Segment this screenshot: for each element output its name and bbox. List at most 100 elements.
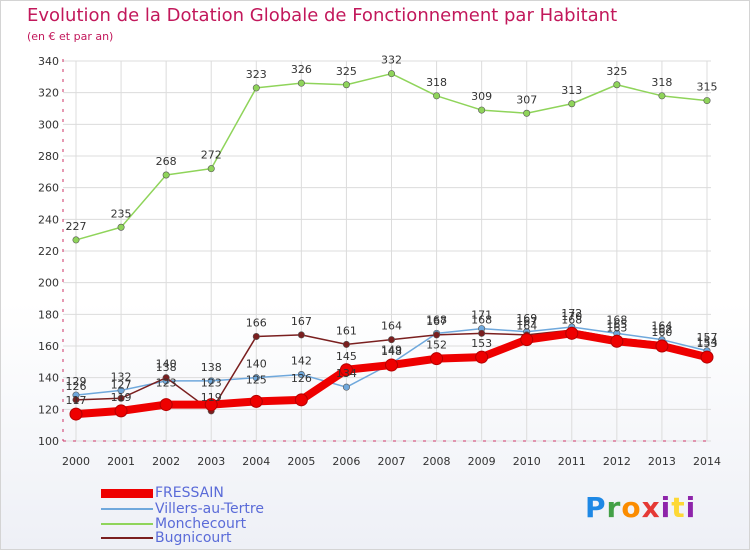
y-tick-label: 340 — [38, 55, 59, 68]
data-label: 172 — [561, 307, 582, 320]
legend-label-bugnicourt: Bugnicourt — [155, 530, 232, 546]
data-label: 168 — [426, 313, 447, 326]
data-label: 167 — [516, 315, 537, 328]
data-point — [342, 340, 350, 348]
data-label: 154 — [697, 336, 718, 349]
legend-label-villers-au-tertre: Villers-au-Tertre — [155, 501, 264, 517]
x-tick-label: 2013 — [648, 455, 676, 468]
data-point — [249, 394, 263, 408]
data-point — [159, 398, 173, 412]
data-label: 129 — [66, 375, 87, 388]
data-point — [523, 109, 531, 117]
data-point — [613, 81, 621, 89]
data-label: 160 — [651, 326, 672, 339]
data-point — [117, 223, 125, 231]
x-tick-label: 2008 — [423, 455, 451, 468]
legend-label-fressain: FRESSAIN — [155, 485, 224, 501]
data-label: 326 — [291, 63, 312, 76]
data-point — [610, 334, 624, 348]
x-tick-label: 2001 — [107, 455, 135, 468]
data-label: 162 — [651, 323, 672, 336]
data-label: 227 — [66, 220, 87, 233]
data-point — [72, 236, 80, 244]
proxiti-logo: Proxiti — [585, 491, 697, 524]
data-point — [294, 393, 308, 407]
legend-swatch-bugnicourt — [101, 537, 153, 539]
data-label: 309 — [471, 90, 492, 103]
legend-item-bugnicourt: Bugnicourt — [101, 530, 232, 546]
data-label: 170 — [561, 310, 582, 323]
data-point — [162, 171, 170, 179]
data-label: 171 — [471, 309, 492, 322]
data-label: 323 — [246, 68, 267, 81]
data-label: 168 — [561, 313, 582, 326]
y-tick-label: 160 — [38, 340, 59, 353]
chart-title: Evolution de la Dotation Globale de Fonc… — [27, 5, 618, 26]
data-label: 332 — [381, 54, 402, 67]
data-label: 161 — [336, 324, 357, 337]
data-point — [297, 370, 305, 378]
x-tick-label: 2014 — [693, 455, 721, 468]
data-point — [478, 106, 486, 114]
data-label: 142 — [291, 355, 312, 368]
data-point — [72, 396, 80, 404]
data-label: 164 — [381, 320, 402, 333]
data-point — [475, 350, 489, 364]
data-label: 119 — [111, 391, 132, 404]
data-label: 153 — [471, 337, 492, 350]
data-label: 125 — [246, 373, 267, 386]
data-label: 164 — [651, 320, 672, 333]
data-point — [568, 100, 576, 108]
data-label: 168 — [606, 313, 627, 326]
data-point — [655, 339, 669, 353]
y-tick-label: 120 — [38, 403, 59, 416]
data-label: 315 — [697, 81, 718, 94]
data-label: 148 — [381, 345, 402, 358]
data-point — [252, 332, 260, 340]
y-tick-label: 180 — [38, 308, 59, 321]
legend-item-fressain: FRESSAIN — [101, 485, 224, 501]
data-point — [565, 326, 579, 340]
data-point — [207, 377, 215, 385]
data-point — [297, 331, 305, 339]
data-label: 126 — [66, 380, 87, 393]
data-point — [342, 81, 350, 89]
data-label: 119 — [201, 391, 222, 404]
legend-swatch-monchecourt — [101, 523, 153, 525]
data-point — [385, 358, 398, 372]
x-tick-label: 2002 — [152, 455, 180, 468]
data-label: 168 — [471, 313, 492, 326]
data-label: 164 — [516, 320, 537, 333]
data-label: 272 — [201, 149, 222, 162]
data-label: 307 — [516, 93, 537, 106]
data-label: 318 — [426, 76, 447, 89]
data-label: 318 — [651, 76, 672, 89]
data-label: 313 — [561, 84, 582, 97]
y-tick-label: 260 — [38, 182, 59, 195]
legend-item-monchecourt: Monchecourt — [101, 516, 247, 532]
data-point — [252, 374, 260, 382]
data-label: 145 — [336, 350, 357, 363]
data-label: 127 — [111, 378, 132, 391]
data-label: 152 — [426, 339, 447, 352]
data-label: 325 — [336, 65, 357, 78]
data-label: 157 — [697, 331, 718, 344]
data-label: 167 — [426, 315, 447, 328]
y-tick-label: 100 — [38, 435, 59, 448]
legend-label-monchecourt: Monchecourt — [155, 516, 247, 532]
data-label: 325 — [606, 65, 627, 78]
legend-swatch-fressain — [101, 488, 153, 498]
data-point — [430, 352, 444, 366]
data-label: 126 — [291, 372, 312, 385]
data-point — [252, 84, 260, 92]
y-tick-label: 140 — [38, 372, 59, 385]
data-point — [117, 394, 125, 402]
y-tick-label: 280 — [38, 150, 59, 163]
y-tick-label: 240 — [38, 213, 59, 226]
data-point — [69, 407, 83, 421]
data-point — [207, 165, 215, 173]
x-tick-label: 2010 — [513, 455, 541, 468]
x-tick-label: 2007 — [378, 455, 406, 468]
x-tick-label: 2012 — [603, 455, 631, 468]
